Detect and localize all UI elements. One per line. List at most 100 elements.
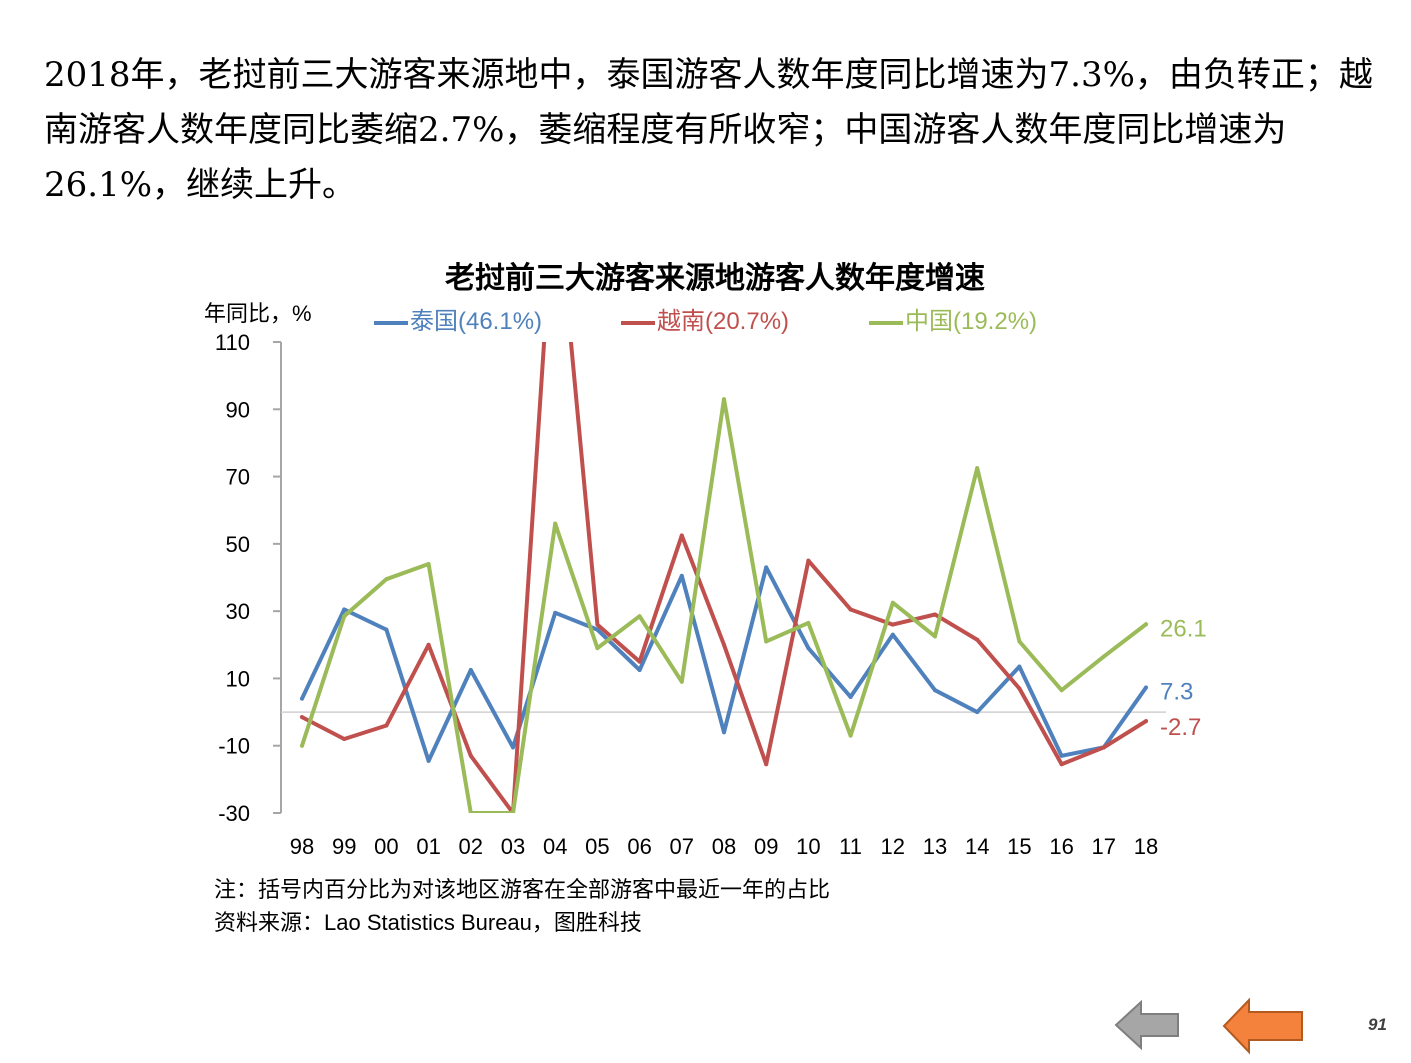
data-point: [1144, 719, 1148, 724]
y-axis-label: 年同比，%: [204, 301, 312, 326]
data-point: [637, 659, 642, 664]
intro-paragraph: 2018年，老挝前三大游客来源地中，泰国游客人数年度同比增速为7.3%，由负转正…: [44, 55, 1373, 205]
x-tick-label: 14: [965, 834, 989, 859]
x-tick-label: 07: [670, 834, 694, 859]
y-tick-label: 70: [226, 465, 250, 490]
data-point: [637, 668, 642, 673]
data-point: [890, 632, 895, 637]
end-labels: 7.3 -2.7 26.1: [1160, 615, 1207, 741]
legend-label-china: 中国(19.2%): [905, 308, 1038, 335]
data-point: [679, 533, 684, 538]
legend-item-vietnam: 越南(20.7%): [621, 301, 789, 336]
x-tick-label: 04: [543, 834, 567, 859]
data-point: [553, 172, 557, 176]
x-tick-label: 17: [1092, 834, 1116, 859]
y-tick-label: -10: [218, 734, 250, 759]
data-point: [975, 466, 980, 471]
x-tick-label: 01: [416, 834, 440, 859]
data-point: [933, 612, 937, 617]
legend-item-thailand: 泰国(46.1%): [374, 301, 542, 336]
data-point: [426, 562, 431, 567]
data-point: [595, 622, 600, 627]
x-tick-label: 18: [1134, 834, 1158, 859]
data-point: [511, 811, 515, 813]
data-point: [1101, 745, 1106, 750]
legend-item-china: 中国(19.2%): [869, 301, 1037, 336]
legend-swatch-china: [869, 320, 903, 325]
legend-swatch-vietnam: [621, 320, 655, 325]
data-point: [300, 743, 304, 748]
end-label: 26.1: [1160, 615, 1207, 642]
data-point: [848, 694, 853, 699]
data-point: [679, 573, 684, 578]
x-tick-label: 15: [1007, 834, 1031, 859]
x-tick-label: 03: [501, 834, 525, 859]
y-tick-label: 50: [226, 532, 250, 557]
end-label: 7.3: [1160, 679, 1193, 706]
data-point: [764, 762, 769, 767]
y-tick-label: 30: [226, 599, 250, 624]
footnote: 注：括号内百分比为对该地区游客在全部游客中最近一年的占比: [214, 877, 831, 902]
data-point: [890, 600, 895, 605]
series-lines: [300, 172, 1148, 813]
data-point: [722, 397, 726, 402]
page-number: 91: [1368, 1015, 1387, 1034]
x-tick-label: 11: [839, 834, 862, 859]
data-point: [384, 577, 389, 582]
y-tick-label: 10: [226, 666, 250, 691]
data-point: [1144, 685, 1148, 690]
data-point: [722, 642, 726, 647]
data-point: [848, 607, 853, 612]
data-point: [933, 688, 937, 693]
data-point: [806, 620, 811, 625]
data-point: [1017, 639, 1022, 644]
data-point: [764, 565, 769, 570]
data-point: [1059, 753, 1064, 758]
data-point: [890, 622, 895, 627]
data-point: [300, 696, 304, 701]
chart-title: 老挝前三大游客来源地游客人数年度增速: [445, 262, 985, 295]
data-point: [975, 637, 980, 642]
x-tick-label: 98: [290, 834, 314, 859]
data-point: [468, 668, 473, 673]
x-tick-label: 02: [459, 834, 483, 859]
x-tick-label: 99: [332, 834, 356, 859]
legend-label-vietnam: 越南(20.7%): [657, 308, 790, 335]
data-point: [764, 639, 769, 644]
legend-swatch-thailand: [374, 320, 408, 325]
data-point: [1144, 622, 1148, 627]
prev-page-button[interactable]: [1114, 998, 1184, 1058]
left-arrow-icon: [1222, 997, 1303, 1055]
series-line-2: [300, 397, 1148, 813]
data-point: [975, 710, 980, 715]
y-ticks: 110 90 70 50 30 10 -10 -30: [215, 330, 281, 826]
data-point: [1017, 686, 1022, 691]
source-note: 资料来源：Lao Statistics Bureau，图胜科技: [214, 910, 642, 935]
y-tick-label: -30: [218, 801, 250, 826]
x-tick-label: 08: [712, 834, 736, 859]
x-tick-label: 00: [374, 834, 398, 859]
data-point: [1017, 664, 1022, 669]
data-point: [806, 646, 811, 651]
x-tick-label: 05: [585, 834, 609, 859]
next-page-button[interactable]: [1222, 997, 1308, 1058]
x-tick-label: 12: [881, 834, 905, 859]
data-point: [384, 723, 389, 728]
x-tick-label: 06: [627, 834, 651, 859]
data-point: [933, 634, 937, 639]
y-tick-label: 90: [226, 397, 250, 422]
data-point: [553, 610, 558, 615]
data-point: [426, 758, 431, 763]
data-point: [342, 736, 347, 741]
data-point: [595, 646, 600, 651]
x-tick-label: 10: [796, 834, 820, 859]
legend-label-thailand: 泰国(46.1%): [410, 308, 543, 335]
data-point: [1059, 762, 1064, 767]
x-tick-label: 09: [754, 834, 778, 859]
data-point: [468, 811, 473, 813]
data-point: [511, 745, 515, 750]
x-tick-label: 16: [1049, 834, 1073, 859]
data-point: [553, 521, 558, 526]
data-point: [468, 753, 473, 758]
